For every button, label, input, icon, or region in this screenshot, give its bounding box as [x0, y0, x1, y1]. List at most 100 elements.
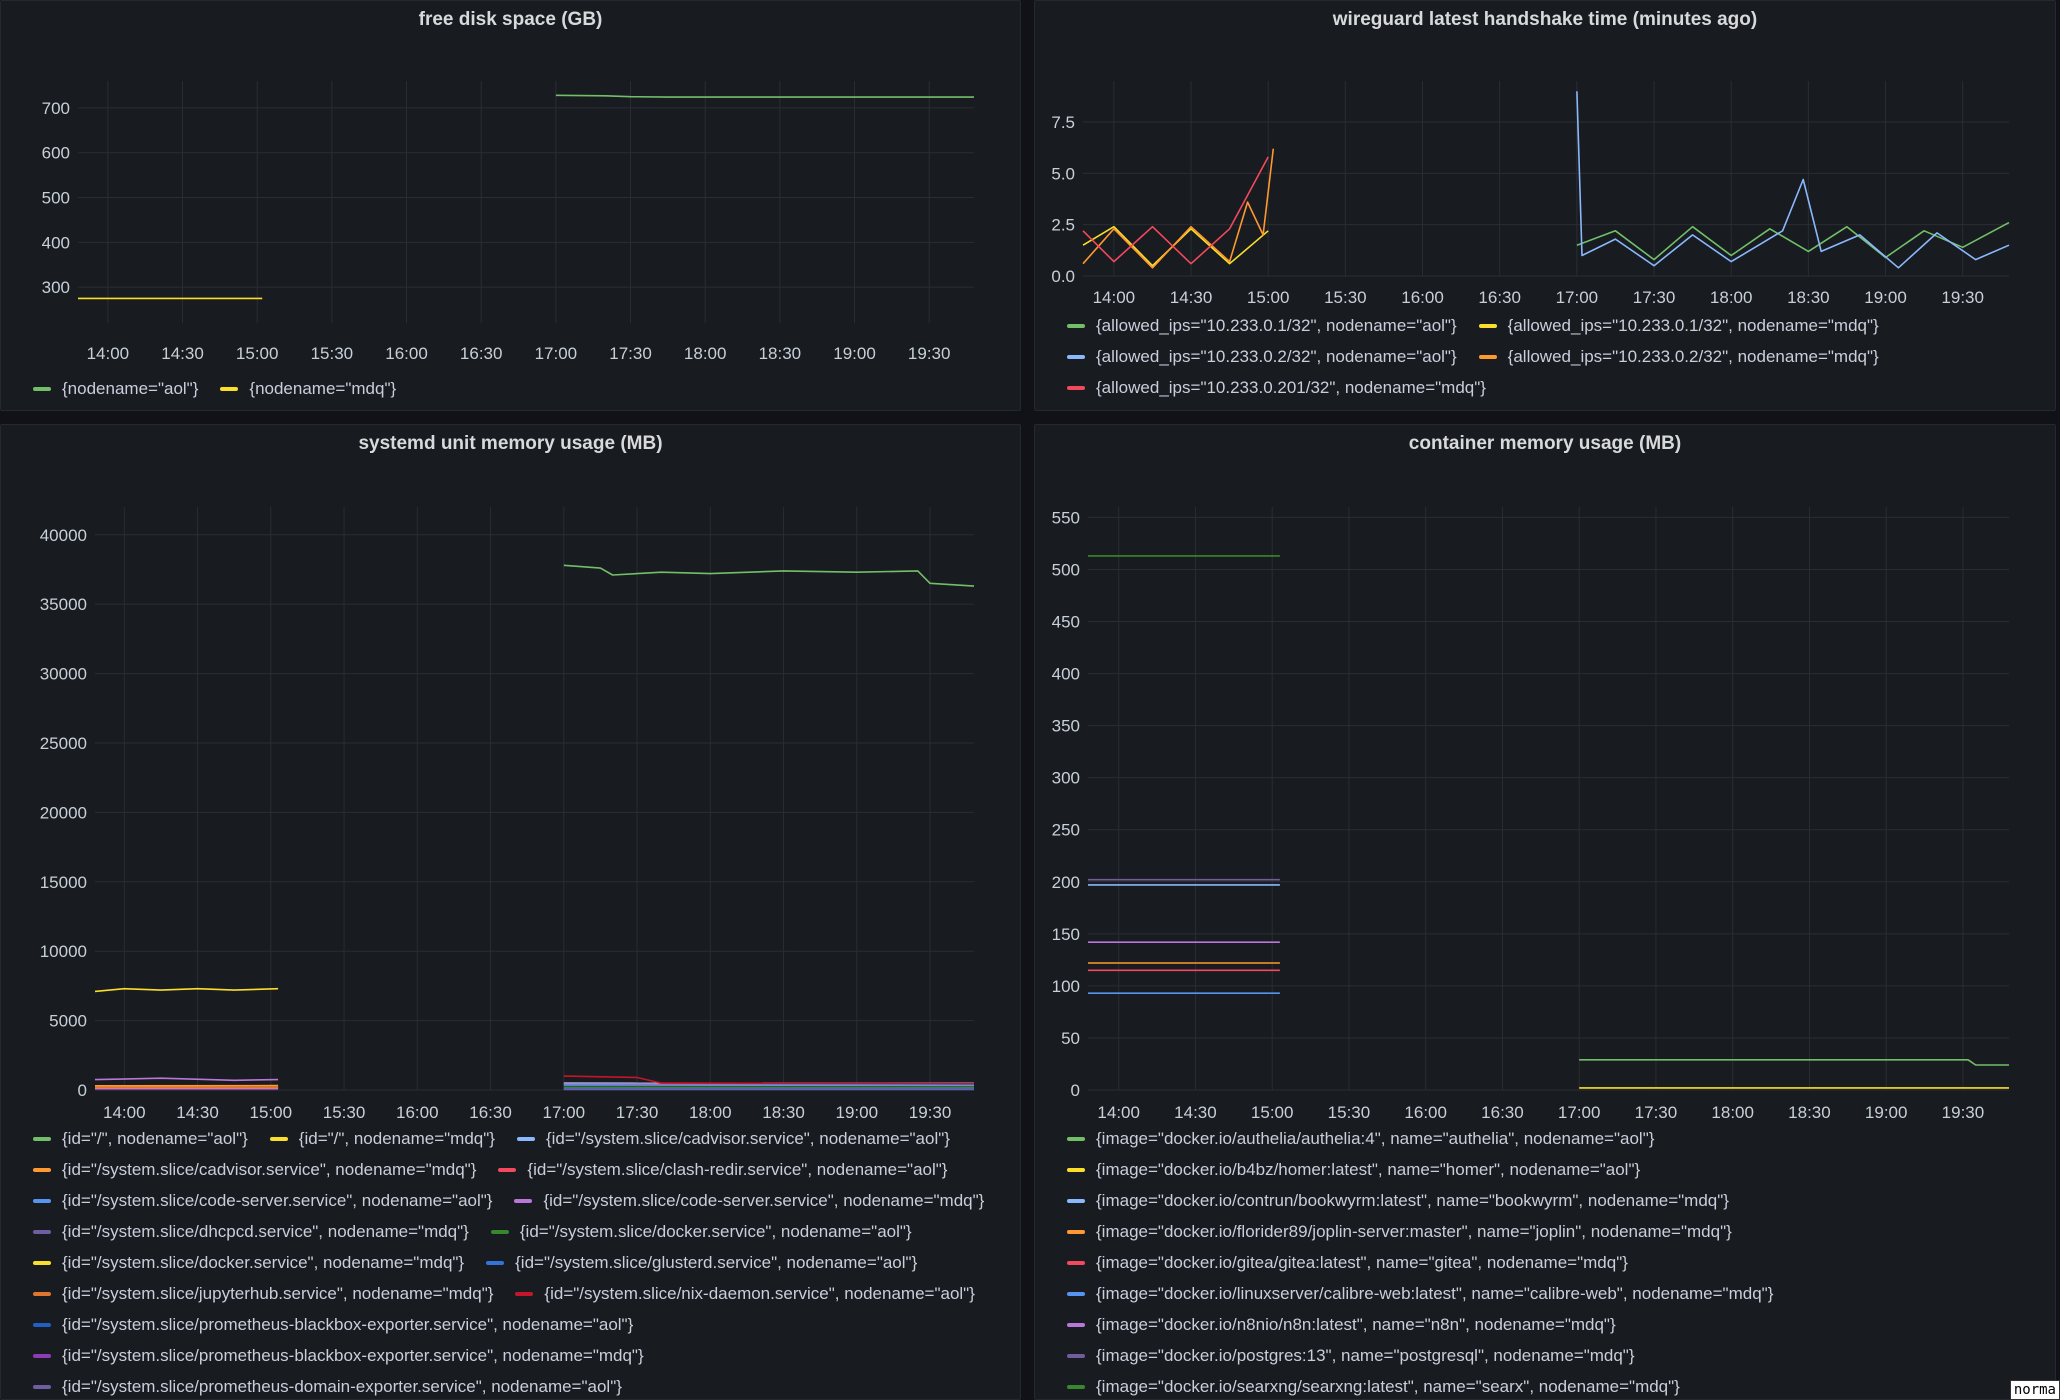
systemd-chart[interactable]: 14:00 14:30 15:00 15:30 16:00 16:30 17:00 17:30… — [1, 425, 1021, 1400]
legend-item[interactable]: {id="/", nodename="mdq"} — [269, 1123, 495, 1154]
legend-item[interactable]: {image="docker.io/florider89/joplin-serv… — [1067, 1216, 2025, 1247]
y-tick-label: 7.5 — [1051, 113, 1075, 132]
legend-label: {id="/system.slice/prometheus-blackbox-e… — [62, 1345, 644, 1365]
legend-label: {allowed_ips="10.233.0.2/32", nodename="… — [1096, 346, 1457, 366]
legend-label: {id="/system.slice/prometheus-blackbox-e… — [62, 1314, 634, 1334]
legend-item[interactable]: {id="/system.slice/cadvisor.service", no… — [516, 1123, 950, 1154]
series-line-2[interactable] — [94, 987, 279, 993]
legend-item[interactable]: {nodename="aol"} — [33, 373, 198, 404]
y-tick-label: 30000 — [40, 665, 87, 684]
legend-item[interactable]: {id="/system.slice/nix-daemon.service", … — [515, 1278, 975, 1309]
series-line-5[interactable] — [1082, 156, 1269, 265]
legend-item[interactable]: {image="docker.io/n8nio/n8n:latest", nam… — [1067, 1309, 2025, 1340]
x-tick-label: 15:00 — [1247, 288, 1290, 307]
legend-item[interactable]: {nodename="mdq"} — [220, 373, 396, 404]
legend-label: {id="/", nodename="mdq"} — [298, 1128, 495, 1148]
series-line-1[interactable] — [1579, 1058, 2009, 1066]
x-tick-label: 15:30 — [311, 344, 354, 363]
legend-item[interactable]: {id="/system.slice/docker.service", node… — [33, 1247, 464, 1278]
legend-item[interactable]: {image="docker.io/linuxserver/calibre-we… — [1067, 1278, 2025, 1309]
x-tick-label: 18:30 — [1788, 1103, 1831, 1122]
legend-label: {id="/system.slice/docker.service", node… — [519, 1221, 912, 1241]
panel-title[interactable]: systemd unit memory usage (MB) — [358, 433, 663, 454]
panel-title[interactable]: container memory usage (MB) — [1408, 433, 1682, 454]
y-tick-label: 200 — [1052, 873, 1080, 892]
legend-item[interactable]: {allowed_ips="10.233.0.1/32", nodename="… — [1067, 310, 1457, 341]
panel-container-memory[interactable]: container memory usage (MB) 14:00 14:30 15… — [1034, 424, 2056, 1400]
legend-item[interactable]: {allowed_ips="10.233.0.2/32", nodename="… — [1478, 341, 1879, 372]
legend-item[interactable]: {id="/system.slice/prometheus-blackbox-e… — [33, 1309, 633, 1340]
legend-item[interactable]: {allowed_ips="10.233.0.1/32", nodename="… — [1478, 310, 1879, 341]
legend-label: {id="/system.slice/cadvisor.service", no… — [545, 1128, 950, 1148]
legend-label: {allowed_ips="10.233.0.1/32", nodename="… — [1096, 315, 1457, 335]
legend-item[interactable]: {id="/system.slice/jupyterhub.service", … — [33, 1278, 493, 1309]
legend-swatch — [1067, 1322, 1085, 1327]
legend-swatch — [1067, 323, 1085, 328]
legend-item[interactable]: {image="docker.io/gitea/gitea:latest", n… — [1067, 1247, 2025, 1278]
series-line-7[interactable] — [94, 1077, 279, 1082]
legend: {nodename="aol"} {nodename="mdq"} — [33, 373, 1012, 404]
panel-title[interactable]: wireguard latest handshake time (minutes… — [1332, 9, 1758, 30]
legend-item[interactable]: {id="/", nodename="aol"} — [33, 1123, 248, 1154]
legend-swatch — [514, 1198, 533, 1203]
y-tick-label: 100 — [1052, 977, 1080, 996]
legend-item[interactable]: {image="docker.io/authelia/authelia:4", … — [1067, 1123, 2025, 1154]
legend-item[interactable]: {id="/system.slice/prometheus-blackbox-e… — [33, 1340, 644, 1371]
x-tick-label: 18:30 — [762, 1103, 805, 1122]
grid — [95, 507, 974, 1091]
x-tick-label: 14:00 — [87, 344, 130, 363]
panel-systemd-memory[interactable]: systemd unit memory usage (MB) 14:00 14:3… — [0, 424, 1021, 1400]
legend-item[interactable]: {id="/system.slice/clash-redir.service",… — [498, 1154, 947, 1185]
grid — [1083, 81, 2009, 277]
series-line-3[interactable] — [1576, 91, 2010, 269]
legend-item[interactable]: {image="docker.io/contrun/bookwyrm:lates… — [1067, 1185, 2025, 1216]
legend-item[interactable]: {id="/system.slice/dhcpcd.service", node… — [33, 1216, 469, 1247]
y-tick-label: 300 — [1052, 769, 1080, 788]
x-tick-label: 15:30 — [323, 1103, 366, 1122]
disk-chart[interactable]: 14:00 14:30 15:00 15:30 16:00 16:30 17:00 17:30… — [1, 1, 1021, 411]
legend-item[interactable]: {image="docker.io/b4bz/homer:latest", na… — [1067, 1154, 2025, 1185]
legend-item[interactable]: {id="/system.slice/glusterd.service", no… — [486, 1247, 917, 1278]
x-tick-label: 17:30 — [1633, 288, 1676, 307]
y-tick-label: 250 — [1052, 821, 1080, 840]
x-tick-label: 14:00 — [1097, 1103, 1140, 1122]
legend-label: {image="docker.io/linuxserver/calibre-we… — [1096, 1283, 1774, 1303]
x-tick-label: 19:00 — [836, 1103, 879, 1122]
legend-item[interactable]: {id="/system.slice/docker.service", node… — [490, 1216, 912, 1247]
panel-title[interactable]: free disk space (GB) — [418, 9, 603, 30]
legend-label: {image="docker.io/gitea/gitea:latest", n… — [1096, 1252, 1628, 1272]
legend-item[interactable]: {image="docker.io/searxng/searxng:latest… — [1067, 1371, 2025, 1399]
x-tick-label: 17:00 — [1556, 288, 1599, 307]
x-tick-label: 18:00 — [689, 1103, 732, 1122]
grid — [78, 81, 974, 323]
x-tick-label: 19:00 — [1865, 1103, 1908, 1122]
legend-label: {image="docker.io/authelia/authelia:4", … — [1096, 1128, 1655, 1148]
series-line-4[interactable] — [1082, 148, 1275, 269]
legend-item[interactable]: {image="docker.io/postgres:13", name="po… — [1067, 1340, 2025, 1371]
legend-swatch — [1067, 1198, 1085, 1203]
legend-item[interactable]: {id="/system.slice/code-server.service",… — [33, 1185, 492, 1216]
legend-swatch — [1067, 1384, 1085, 1389]
series-line-1[interactable] — [555, 94, 974, 98]
panel-free-disk-space[interactable]: free disk space (GB) 14:00 14:30 15:00 15:3… — [0, 0, 1021, 411]
legend-item[interactable]: {allowed_ips="10.233.0.201/32", nodename… — [1067, 372, 1486, 403]
x-tick-label: 14:00 — [1093, 288, 1136, 307]
y-tick-label: 550 — [1052, 508, 1080, 527]
legend-swatch — [269, 1136, 288, 1141]
panel-wireguard-handshake[interactable]: wireguard latest handshake time (minutes… — [1034, 0, 2056, 411]
legend-label: {allowed_ips="10.233.0.1/32", nodename="… — [1507, 315, 1879, 335]
series-line-13[interactable] — [563, 1075, 975, 1085]
legend-item[interactable]: {id="/system.slice/code-server.service",… — [514, 1185, 984, 1216]
wireguard-chart[interactable]: 14:00 14:30 15:00 15:30 16:00 16:30 17:00 17:30… — [1035, 1, 2056, 411]
legend-item[interactable]: {id="/system.slice/cadvisor.service", no… — [33, 1154, 476, 1185]
legend-swatch — [1067, 1136, 1085, 1141]
series-line-1[interactable] — [1576, 221, 2010, 261]
container-chart[interactable]: 14:00 14:30 15:00 15:30 16:00 16:30 17:00 17:30… — [1035, 425, 2056, 1400]
legend-swatch — [516, 1136, 535, 1141]
legend-item[interactable]: {id="/system.slice/prometheus-domain-exp… — [33, 1371, 622, 1399]
series-line-1[interactable] — [563, 564, 975, 587]
legend-item[interactable]: {allowed_ips="10.233.0.2/32", nodename="… — [1067, 341, 1457, 372]
y-tick-label: 20000 — [40, 803, 87, 822]
x-tick-label: 19:30 — [909, 1103, 952, 1122]
x-tick-label: 16:00 — [396, 1103, 439, 1122]
